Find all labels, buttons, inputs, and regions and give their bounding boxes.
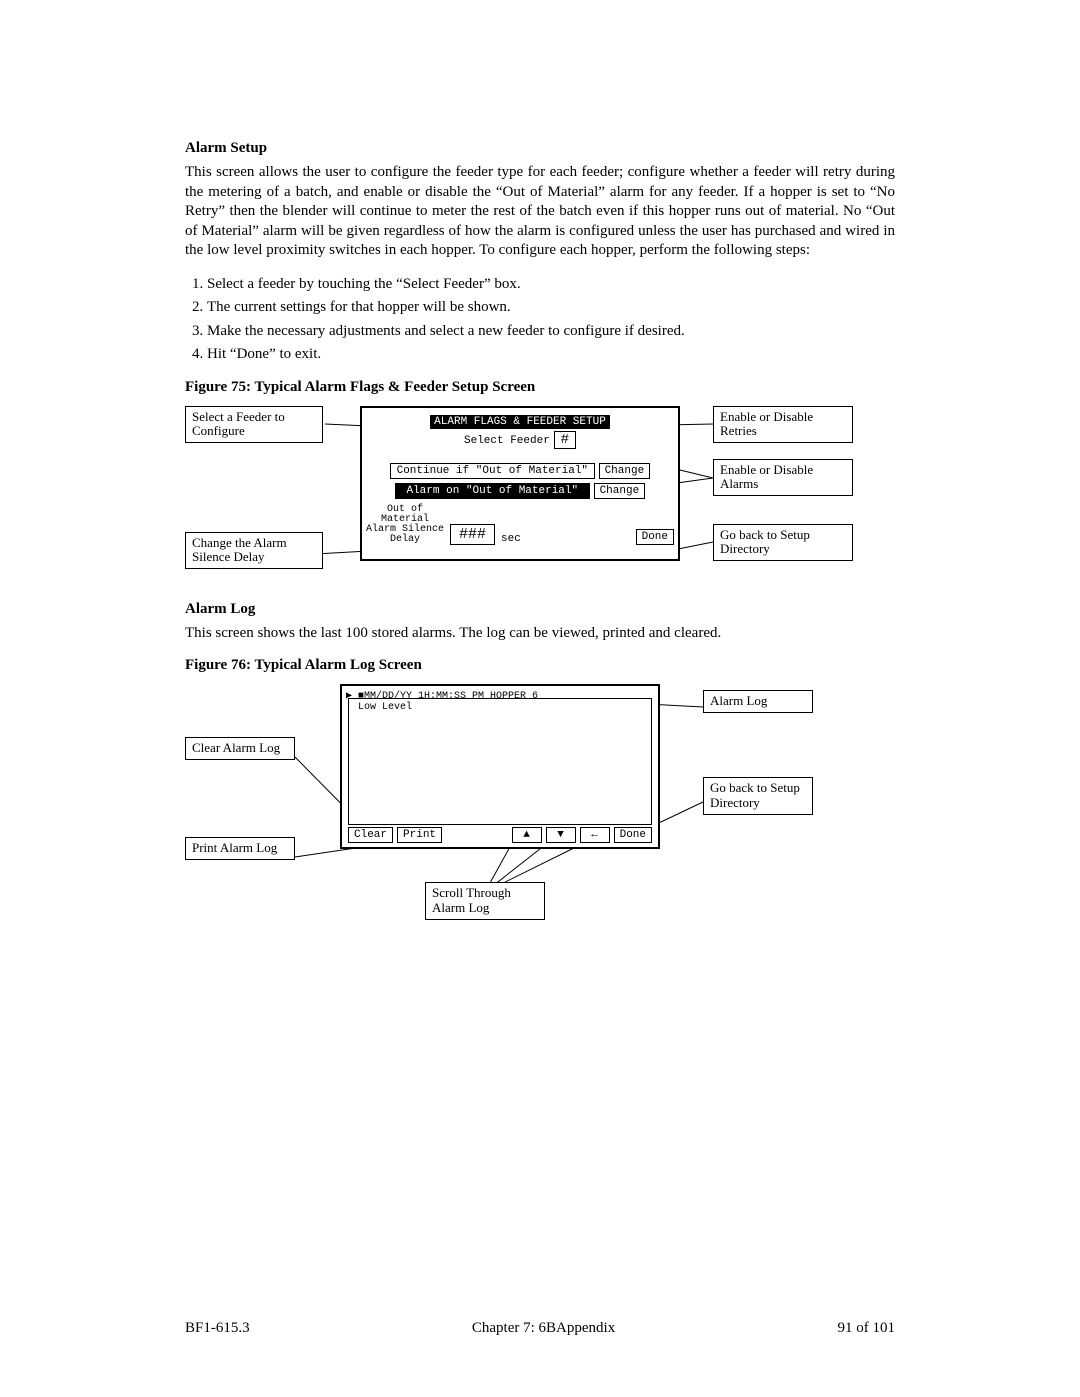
- footer-right: 91 of 101: [837, 1320, 895, 1337]
- feeder-hash-field[interactable]: #: [554, 431, 576, 449]
- annot-clear-log: Clear Alarm Log: [185, 737, 295, 760]
- change-button-1[interactable]: Change: [599, 463, 651, 479]
- steps-list: Select a feeder by touching the “Select …: [207, 275, 895, 365]
- figure-75-caption: Figure 75: Typical Alarm Flags & Feeder …: [185, 379, 895, 396]
- footer-left: BF1-615.3: [185, 1320, 250, 1337]
- figure-75: Select a Feeder to Configure Change the …: [185, 404, 885, 589]
- page: Alarm Setup This screen allows the user …: [0, 0, 1080, 1397]
- annot-alarm-log: Alarm Log: [703, 690, 813, 713]
- sec-label: sec: [501, 533, 521, 545]
- annot-print-log: Print Alarm Log: [185, 837, 295, 860]
- select-feeder-label: Select Feeder: [464, 435, 550, 447]
- footer-center: Chapter 7: 6BAppendix: [472, 1320, 615, 1337]
- screen-title: ALARM FLAGS & FEEDER SETUP: [430, 415, 610, 429]
- annot-silence-delay: Change the Alarm Silence Delay: [185, 532, 323, 570]
- print-button[interactable]: Print: [397, 827, 442, 843]
- paragraph-alarm-setup: This screen allows the user to configure…: [185, 163, 895, 261]
- step-item: The current settings for that hopper wil…: [207, 298, 895, 318]
- scroll-left-button[interactable]: ←: [580, 827, 610, 843]
- clear-button[interactable]: Clear: [348, 827, 393, 843]
- screen-alarm-log: ▶ ■MM/DD/YY 1H:MM:SS PM HOPPER 6 Low Lev…: [340, 684, 660, 849]
- annot-select-feeder: Select a Feeder to Configure: [185, 406, 323, 444]
- step-item: Hit “Done” to exit.: [207, 345, 895, 365]
- heading-alarm-setup: Alarm Setup: [185, 140, 895, 157]
- annot-enable-retries: Enable or Disable Retries: [713, 406, 853, 444]
- log-line: ▶ ■MM/DD/YY 1H:MM:SS PM HOPPER 6 Low Lev…: [346, 690, 654, 713]
- continue-out-of-material: Continue if "Out of Material": [390, 463, 595, 479]
- silence-delay-label: Out of Material Alarm Silence Delay: [366, 505, 444, 545]
- alarm-out-of-material: Alarm on "Out of Material": [395, 483, 590, 499]
- done-button-log[interactable]: Done: [614, 827, 652, 843]
- annot-go-back: Go back to Setup Directory: [713, 524, 853, 562]
- scroll-down-button[interactable]: ▼: [546, 827, 576, 843]
- figure-76-caption: Figure 76: Typical Alarm Log Screen: [185, 657, 895, 674]
- annot-scroll-log: Scroll Through Alarm Log: [425, 882, 545, 920]
- step-item: Make the necessary adjustments and selec…: [207, 322, 895, 342]
- step-item: Select a feeder by touching the “Select …: [207, 275, 895, 295]
- scroll-up-button[interactable]: ▲: [512, 827, 542, 843]
- annot-go-back-log: Go back to Setup Directory: [703, 777, 813, 815]
- screen-alarm-flags: ALARM FLAGS & FEEDER SETUP Select Feeder…: [360, 406, 680, 561]
- annot-enable-alarms: Enable or Disable Alarms: [713, 459, 853, 497]
- heading-alarm-log: Alarm Log: [185, 601, 895, 618]
- change-button-2[interactable]: Change: [594, 483, 646, 499]
- figure-76: Clear Alarm Log Print Alarm Log ▶ ■MM/DD…: [185, 682, 885, 942]
- done-button[interactable]: Done: [636, 529, 674, 545]
- paragraph-alarm-log: This screen shows the last 100 stored al…: [185, 624, 895, 644]
- silence-delay-value[interactable]: ###: [450, 524, 495, 545]
- page-footer: BF1-615.3 Chapter 7: 6BAppendix 91 of 10…: [185, 1320, 895, 1337]
